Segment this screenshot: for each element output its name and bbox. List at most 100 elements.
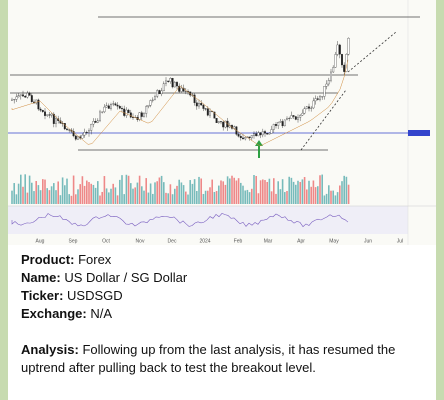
candle [215,118,218,123]
candle [209,111,211,116]
candle [327,80,330,85]
volume-bar [262,179,264,204]
volume-bar [83,185,86,204]
volume-bar [312,180,315,204]
candle [101,111,104,113]
candle [46,114,49,116]
candle [316,98,319,100]
volume-bar [325,193,328,204]
volume-bar [182,185,185,204]
volume-bar [323,195,326,204]
candle [147,104,150,107]
volume-bar [119,179,121,204]
candle [255,133,258,137]
candle [81,134,84,139]
field-label: Ticker: [21,288,64,303]
volume-bar [79,184,81,204]
volume-bar [343,175,345,204]
rsi-line [11,213,349,228]
volume-bar [149,183,152,204]
candle [343,64,346,72]
candle [114,103,117,106]
volume-bar [68,194,70,204]
volume-bar [33,191,35,204]
candle [303,108,306,114]
volume-bar [103,176,106,204]
candle [167,80,170,82]
volume-bar [290,177,293,204]
candle [259,132,262,136]
x-tick-label: Jun [364,238,372,244]
candle [92,121,95,125]
volume-bar [213,191,216,204]
x-tick-label: Nov [136,238,145,244]
volume-bar [306,189,308,204]
candle [123,108,126,116]
field-label: Name: [21,270,61,285]
volume-bar [147,192,150,204]
candle [334,54,337,68]
volume-bar [39,190,42,204]
candle [178,85,181,92]
volume-bar [81,176,84,204]
volume-bar [248,192,251,204]
candle [213,111,216,119]
x-tick-label: Dec [168,238,177,244]
candle [332,67,335,73]
volume-bar [185,191,187,204]
candle [330,71,332,81]
volume-bar [59,195,62,204]
candle [169,78,172,82]
candle [129,112,132,118]
candle [299,115,302,118]
volume-bar [174,188,176,204]
volume-bar [345,176,348,204]
candle [22,94,24,97]
candle [325,83,328,87]
candle [220,121,222,123]
volume-bar [341,181,343,204]
candle [250,135,253,139]
candle [74,135,77,140]
candle [17,95,20,98]
candle [176,82,178,87]
field-row: Analysis: Following up from the last ana… [21,341,423,377]
volume-bar [251,188,253,204]
field-value: N/A [90,306,113,321]
candle [94,121,97,123]
candle [198,103,200,107]
x-tick-label: Jul [397,238,403,244]
candle [121,108,123,110]
candle [239,136,242,139]
volume-bar [347,184,350,204]
volume-bar [110,188,112,204]
candle [30,95,33,103]
candle [253,133,255,136]
volume-bar [114,187,117,204]
volume-bar [116,195,119,204]
volume-bar [314,187,317,204]
x-tick-label: May [329,238,339,244]
field-value: US Dollar / SG Dollar [64,270,188,285]
volume-bar [108,192,110,204]
volume-bar [28,175,31,204]
candle [48,114,51,116]
volume-bar [35,181,37,204]
volume-bar [167,193,169,204]
volume-bar [330,190,332,204]
x-tick-label: Oct [102,238,110,244]
candle [173,82,176,88]
volume-bar [281,179,284,204]
volume-bar [321,174,323,204]
spacer [21,323,423,341]
field-label: Analysis: [21,342,79,357]
candle [63,123,66,130]
volume-bar [187,194,189,204]
volume-bar [163,182,165,204]
volume-bar [64,185,66,204]
candle [19,94,22,96]
volume-bar [24,174,26,204]
volume-bar [75,194,77,204]
candle [140,112,143,117]
volume-bar [200,178,202,204]
